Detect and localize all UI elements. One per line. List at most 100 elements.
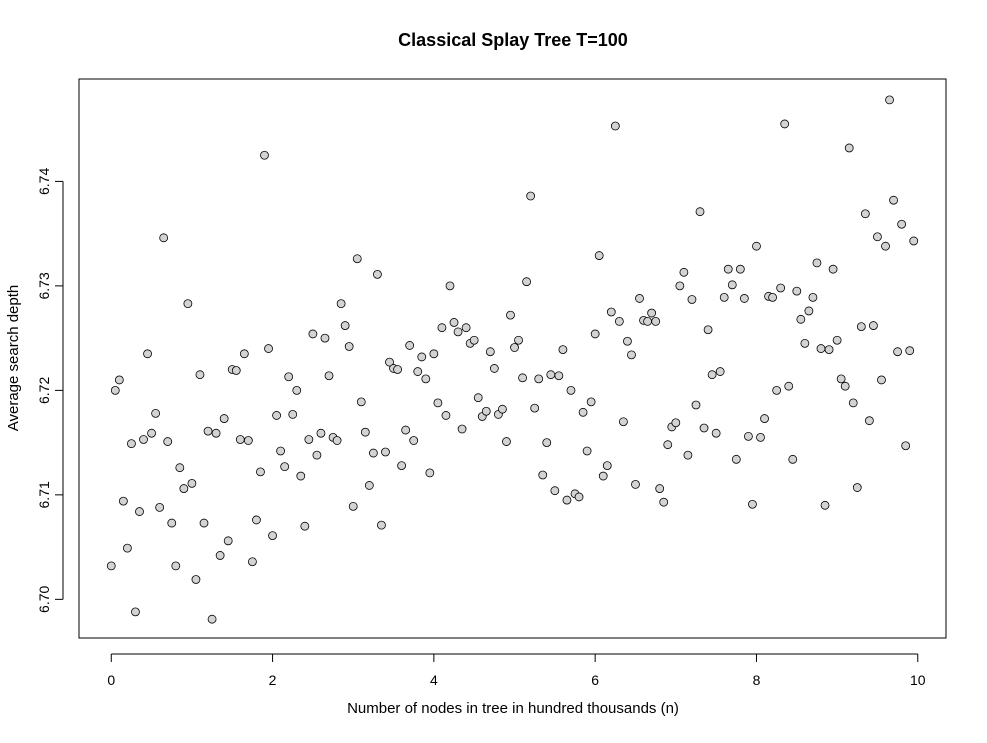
data-point — [848, 398, 858, 408]
data-point — [869, 321, 878, 330]
data-point — [252, 515, 261, 525]
x-tick-label: 2 — [269, 672, 277, 688]
chart-title: Classical Splay Tree T=100 — [398, 30, 628, 50]
data-point — [864, 416, 874, 426]
data-point — [320, 333, 330, 343]
data-point — [219, 414, 229, 423]
data-point — [618, 417, 628, 427]
data-point — [280, 462, 290, 472]
data-point — [635, 294, 644, 303]
data-point — [772, 385, 782, 395]
data-point — [211, 428, 221, 438]
x-tick-label: 6 — [591, 672, 599, 688]
data-point — [163, 437, 173, 446]
data-point — [377, 520, 386, 530]
data-point — [731, 454, 741, 464]
data-point — [897, 219, 907, 229]
data-point — [473, 393, 483, 403]
data-point — [683, 450, 693, 460]
data-point — [627, 350, 636, 360]
data-point — [756, 432, 765, 442]
y-tick-label: 6.70 — [36, 586, 52, 613]
data-point — [425, 468, 435, 478]
data-point — [356, 397, 366, 407]
data-point — [417, 352, 427, 362]
data-point — [312, 450, 322, 460]
data-point — [780, 119, 790, 129]
data-point — [723, 264, 733, 274]
data-point — [832, 335, 842, 345]
data-point — [893, 347, 903, 357]
y-axis: 6.70 6.71 6.72 6.73 6.74 — [36, 168, 64, 613]
data-point — [598, 471, 608, 481]
data-point — [804, 306, 814, 316]
data-point — [606, 307, 616, 317]
data-point — [231, 366, 241, 375]
data-point — [364, 481, 374, 490]
data-point — [461, 323, 471, 333]
data-point — [594, 251, 604, 260]
data-point — [707, 370, 717, 380]
data-point — [675, 281, 685, 291]
data-point — [207, 614, 217, 624]
data-point — [792, 286, 802, 296]
data-point — [131, 607, 140, 617]
data-point — [445, 281, 455, 291]
data-point — [147, 428, 156, 438]
data-point — [332, 436, 342, 445]
data-point — [139, 435, 148, 444]
data-point — [106, 561, 116, 571]
data-point — [489, 364, 499, 373]
data-point — [873, 232, 882, 242]
data-point — [679, 267, 689, 277]
data-point — [179, 484, 189, 493]
data-point — [719, 292, 729, 302]
data-point — [760, 414, 769, 423]
data-point — [256, 467, 265, 477]
data-point — [703, 325, 713, 335]
data-point — [421, 374, 431, 384]
data-point — [151, 408, 161, 418]
data-point — [582, 446, 592, 456]
data-point — [812, 258, 822, 268]
data-point — [498, 404, 507, 414]
data-point — [401, 425, 411, 435]
data-point — [691, 400, 701, 410]
data-point — [203, 426, 213, 436]
y-tick-label: 6.73 — [36, 272, 52, 299]
data-point — [542, 438, 552, 448]
data-point — [663, 440, 673, 450]
data-point — [788, 454, 798, 464]
y-axis-label: Average search depth — [5, 285, 22, 432]
data-point — [776, 283, 786, 293]
data-point — [171, 561, 181, 571]
data-point — [610, 121, 620, 131]
data-point — [574, 492, 584, 502]
data-point — [352, 254, 362, 264]
data-point — [651, 317, 661, 326]
data-point — [239, 349, 249, 359]
x-tick-label: 10 — [910, 672, 926, 688]
data-point — [538, 470, 548, 480]
data-point — [481, 406, 491, 416]
data-point — [506, 310, 515, 320]
data-point — [852, 483, 862, 492]
plot-frame — [78, 78, 947, 639]
data-point — [687, 295, 697, 304]
data-point — [272, 411, 281, 420]
data-point — [578, 407, 588, 417]
data-point — [264, 344, 273, 353]
data-point — [877, 375, 886, 385]
data-point — [816, 344, 826, 353]
data-point — [715, 367, 725, 376]
data-point — [739, 294, 749, 303]
x-axis-label: Number of nodes in tree in hundred thous… — [347, 700, 679, 717]
data-point — [167, 518, 177, 528]
data-point — [752, 241, 761, 251]
data-point — [235, 435, 245, 444]
data-point — [711, 428, 721, 438]
data-point — [566, 385, 576, 395]
data-point — [215, 551, 225, 560]
data-point — [304, 435, 314, 444]
data-point — [554, 371, 564, 381]
